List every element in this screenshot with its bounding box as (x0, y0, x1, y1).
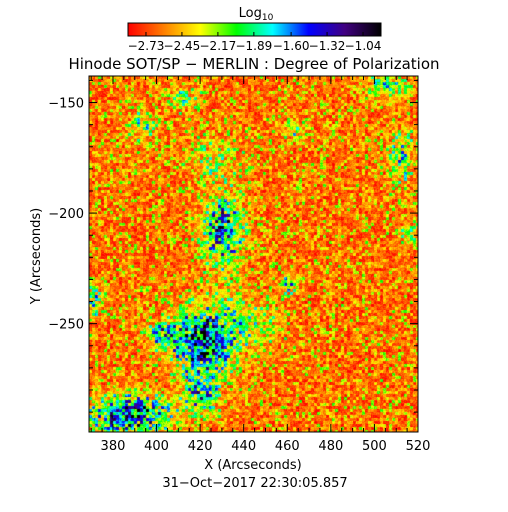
chart-title: Hinode SOT/SP − MERLIN : Degree of Polar… (68, 55, 439, 73)
timestamp: 31−Oct−2017 22:30:05.857 (162, 476, 347, 491)
x-tick-label: 420 (188, 439, 213, 454)
colorbar-ticks: −2.73 −2.45 −2.17 −1.89 −1.60 −1.32 −1.04 (128, 32, 382, 53)
x-tick-label: 400 (144, 439, 169, 454)
y-axis: −150 −200 −250 (48, 79, 418, 413)
colorbar-tick-label: −1.89 (235, 39, 272, 53)
colorbar-tick-label: −2.45 (164, 39, 201, 53)
colorbar (127, 22, 382, 37)
x-tick-label: 440 (231, 439, 256, 454)
x-tick-label: 380 (101, 439, 126, 454)
colorbar-label-subscript: 10 (262, 13, 274, 23)
x-tick-label: 500 (362, 439, 387, 454)
y-axis-label: Y (Arcseconds) (29, 208, 44, 305)
y-tick-label: −250 (48, 318, 84, 333)
x-tick-label: 460 (275, 439, 300, 454)
heatmap-image (89, 76, 418, 432)
x-axis: 380 400 420 440 460 480 500 520 (90, 76, 431, 454)
colorbar-tick-label: −1.60 (273, 39, 310, 53)
plot-frame (88, 75, 419, 433)
colorbar-label: Log10 (239, 6, 274, 23)
x-tick-label: 520 (406, 439, 431, 454)
x-tick-label: 480 (318, 439, 343, 454)
x-axis-label: X (Arcseconds) (204, 458, 301, 473)
colorbar-tick-label: −2.17 (200, 39, 237, 53)
colorbar-label-base: Log (239, 6, 262, 21)
y-tick-label: −150 (48, 97, 84, 112)
colorbar-tick-label: −1.04 (345, 39, 382, 53)
colorbar-tick-label: −2.73 (128, 39, 165, 53)
colorbar-tick-label: −1.32 (309, 39, 346, 53)
y-tick-label: −200 (48, 207, 84, 222)
